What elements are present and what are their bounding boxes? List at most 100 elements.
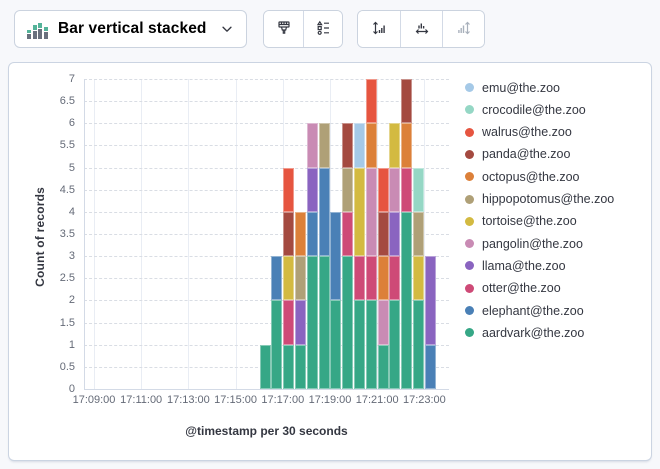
legend-settings-button[interactable] [303, 11, 343, 47]
bar-segment[interactable] [318, 123, 330, 168]
bar-segment[interactable] [365, 123, 377, 168]
x-tick-label: 17:23:00 [402, 394, 446, 406]
y-tick-label: 1.5 [59, 316, 75, 329]
bar-segment[interactable] [424, 256, 436, 345]
bar-segment[interactable] [271, 256, 283, 301]
bar-segment[interactable] [401, 79, 413, 124]
legend-item[interactable]: hippopotomus@the.zoo [457, 191, 614, 208]
legend-item[interactable]: tortoise@the.zoo [457, 213, 577, 230]
bar-segment[interactable] [354, 300, 365, 389]
bar-segment[interactable] [389, 211, 401, 257]
horizontal-gridline [84, 256, 449, 258]
legend-color-dot [465, 194, 474, 204]
bar-segment[interactable] [306, 123, 318, 168]
bar-segment[interactable] [295, 211, 306, 257]
bottom-axis-button[interactable] [400, 11, 443, 47]
horizontal-gridline [84, 145, 449, 147]
legend-label: panda@the.zoo [482, 147, 571, 162]
bar-segment[interactable] [377, 344, 389, 389]
bar-segment[interactable] [318, 167, 330, 257]
legend-color-dot [465, 149, 474, 159]
bar-segment[interactable] [342, 123, 354, 168]
bar-segment[interactable] [413, 300, 424, 389]
bar-segment[interactable] [342, 211, 354, 257]
legend-label: tortoise@the.zoo [482, 214, 577, 229]
legend-color-dot [465, 328, 474, 338]
bar-segment[interactable] [318, 256, 330, 389]
bar-segment[interactable] [377, 300, 389, 345]
horizontal-gridline [84, 167, 449, 169]
style-settings-group [263, 10, 344, 48]
horizontal-gridline [84, 278, 449, 280]
bar-segment[interactable] [365, 300, 377, 389]
legend-color-dot [465, 83, 474, 92]
bar-segment[interactable] [354, 123, 365, 168]
legend-item[interactable]: octopus@the.zoo [457, 168, 579, 185]
horizontal-gridline [84, 79, 449, 80]
bar-segment[interactable] [389, 256, 401, 301]
bar-segment[interactable] [306, 211, 318, 257]
bar-segment[interactable] [389, 167, 401, 212]
legend-item[interactable]: aardvark@the.zoo [457, 324, 584, 341]
legend-color-dot [465, 239, 474, 249]
legend-item[interactable]: pangolin@the.zoo [457, 235, 583, 252]
bar-segment[interactable] [401, 211, 413, 389]
right-axis-button [442, 11, 485, 47]
bar-segment[interactable] [354, 256, 365, 301]
bar-segment[interactable] [413, 211, 424, 257]
legend-item[interactable]: otter@the.zoo [457, 280, 561, 297]
bar-segment[interactable] [424, 344, 436, 389]
legend-item[interactable]: walrus@the.zoo [457, 124, 572, 141]
y-tick-label: 4.5 [59, 183, 75, 196]
bar-segment[interactable] [283, 211, 295, 257]
bar-segment[interactable] [342, 256, 354, 389]
legend-label: hippopotomus@the.zoo [482, 192, 615, 206]
horizontal-gridline [84, 101, 449, 103]
bar-segment[interactable] [283, 167, 295, 212]
bar-segment[interactable] [377, 256, 389, 301]
bar-segment[interactable] [377, 211, 389, 257]
bar-segment[interactable] [401, 167, 413, 212]
bar-segment[interactable] [330, 300, 342, 389]
bottom-axis-icon [414, 20, 430, 39]
legend-item[interactable]: crocodile@the.zoo [457, 101, 586, 118]
visual-options-button[interactable] [264, 11, 304, 47]
legend-item[interactable]: llama@the.zoo [457, 257, 566, 274]
bar-segment[interactable] [377, 167, 389, 212]
bar-segment[interactable] [413, 256, 424, 301]
legend-item[interactable]: emu@the.zoo [457, 79, 560, 96]
bar-segment[interactable] [306, 256, 318, 389]
bar-segment[interactable] [365, 79, 377, 124]
left-axis-button[interactable] [358, 11, 401, 47]
bar-segment[interactable] [295, 256, 306, 301]
bar-segment[interactable] [306, 167, 318, 212]
bar-segment[interactable] [342, 167, 354, 212]
bar-segment[interactable] [365, 256, 377, 301]
left-axis-icon [371, 20, 387, 39]
bar-segment[interactable] [330, 211, 342, 301]
x-tick-label: 17:17:00 [261, 394, 305, 406]
legend-item[interactable]: panda@the.zoo [457, 146, 570, 163]
bar-segment[interactable] [365, 167, 377, 257]
y-tick-label: 0 [68, 383, 75, 395]
bar-segment[interactable] [389, 300, 401, 389]
bar-segment[interactable] [283, 344, 295, 389]
y-tick-label: 7 [68, 73, 75, 85]
bar-segment[interactable] [283, 256, 295, 301]
bar-segment[interactable] [271, 300, 283, 389]
bar-segment[interactable] [401, 123, 413, 168]
stacked-bar-chart: Count of records @timestamp per 30 secon… [9, 63, 651, 460]
x-axis-title: @timestamp per 30 seconds [185, 424, 348, 438]
y-tick-label: 6 [68, 117, 75, 130]
bar-segment[interactable] [389, 123, 401, 168]
x-axis-line [84, 389, 449, 390]
legend-item[interactable]: elephant@the.zoo [457, 302, 584, 319]
bar-segment[interactable] [295, 344, 306, 389]
chart-type-dropdown[interactable]: Bar vertical stacked [14, 10, 248, 48]
bar-segment[interactable] [259, 344, 271, 389]
bar-segment[interactable] [354, 167, 365, 257]
bar-segment[interactable] [413, 167, 424, 212]
bar-segment[interactable] [295, 300, 306, 345]
bar-segment[interactable] [283, 300, 295, 345]
axis-settings-group [357, 10, 486, 48]
